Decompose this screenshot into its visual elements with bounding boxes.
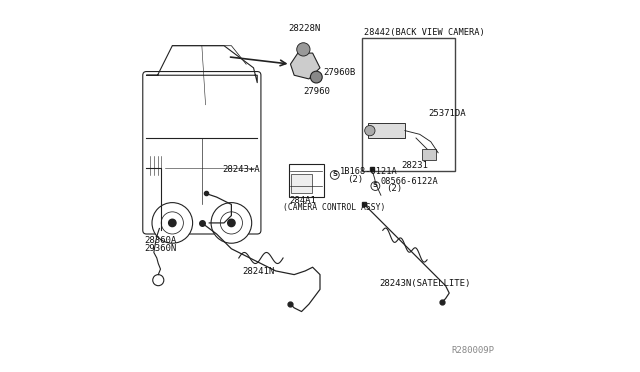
Circle shape (310, 71, 322, 83)
Text: 1B168-6121A: 1B168-6121A (340, 167, 397, 176)
Text: 28243N(SATELLITE): 28243N(SATELLITE) (379, 279, 470, 288)
Text: 284A1: 284A1 (290, 196, 317, 205)
Text: 28228N: 28228N (289, 24, 321, 33)
Circle shape (153, 275, 164, 286)
Circle shape (297, 43, 310, 56)
Text: (2): (2) (387, 184, 403, 193)
Text: 27960B: 27960B (323, 68, 355, 77)
Circle shape (161, 212, 184, 234)
Circle shape (152, 203, 193, 243)
Bar (362, 38, 455, 171)
Polygon shape (291, 53, 320, 79)
FancyBboxPatch shape (143, 71, 261, 234)
Circle shape (211, 203, 252, 243)
Text: 28231: 28231 (401, 161, 428, 170)
Text: 28243+A: 28243+A (222, 165, 260, 174)
Text: 25371DA: 25371DA (428, 109, 465, 118)
Text: 29360N: 29360N (145, 244, 177, 253)
Text: (CAMERA CONTROL ASSY): (CAMERA CONTROL ASSY) (283, 203, 385, 212)
Text: 27960: 27960 (303, 87, 330, 96)
Circle shape (371, 182, 380, 190)
Circle shape (330, 170, 339, 179)
Text: S: S (333, 171, 337, 177)
Circle shape (228, 219, 235, 227)
Text: 28442(BACK VIEW CAMERA): 28442(BACK VIEW CAMERA) (364, 28, 484, 36)
Circle shape (220, 212, 243, 234)
Bar (422, 149, 436, 160)
Text: 28360A: 28360A (145, 236, 177, 245)
Text: (2): (2) (347, 174, 363, 183)
Bar (291, 174, 312, 193)
Circle shape (365, 125, 375, 136)
Text: 08566-6122A: 08566-6122A (381, 177, 438, 186)
Bar (368, 123, 405, 138)
Bar (289, 164, 324, 197)
Circle shape (168, 219, 176, 227)
Text: R280009P: R280009P (451, 346, 494, 355)
Text: S: S (372, 182, 378, 188)
Text: 28241N: 28241N (243, 266, 275, 276)
